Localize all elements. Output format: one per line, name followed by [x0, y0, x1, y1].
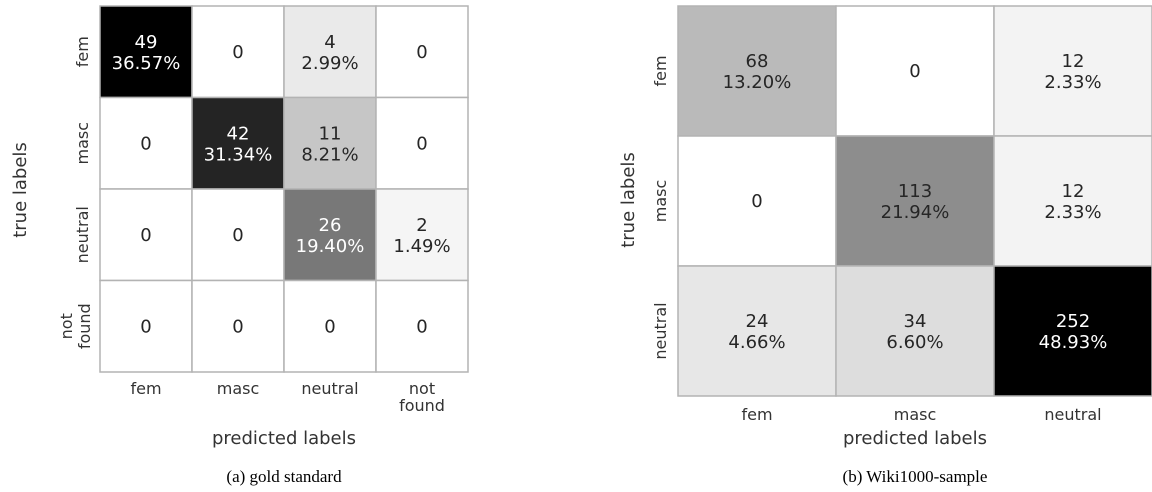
figure-caption: (b) Wiki1000-sample	[843, 467, 988, 486]
cell-count-label: 252	[1056, 311, 1090, 332]
cell-count-label: 12	[1062, 51, 1085, 72]
cell-count-label: 0	[324, 316, 335, 337]
x-tick-label: masc	[894, 405, 937, 424]
cell-count-label: 2	[416, 215, 427, 236]
cell-percent-label: 8.21%	[301, 144, 358, 165]
heatmap-cell	[677, 265, 837, 397]
cell-count-label: 12	[1062, 181, 1085, 202]
heatmap-cell	[993, 265, 1152, 397]
y-tick-label: fem	[73, 36, 92, 67]
cell-count-label: 0	[416, 42, 427, 63]
figure-caption: (a) gold standard	[226, 467, 342, 486]
heatmap-cell	[191, 188, 285, 282]
y-tick-label: neutral	[73, 206, 92, 263]
x-axis-label: predicted labels	[843, 428, 987, 449]
cell-count-label: 0	[751, 191, 762, 212]
cell-count-label: 113	[898, 181, 932, 202]
cell-count-label: 34	[904, 311, 927, 332]
cell-percent-label: 13.20%	[723, 72, 792, 93]
y-axis-label: true labels	[618, 152, 639, 248]
cell-count-label: 0	[232, 316, 243, 337]
cell-percent-label: 6.60%	[886, 332, 943, 353]
x-tick-label: fem	[741, 405, 772, 424]
cell-percent-label: 36.57%	[112, 53, 181, 74]
heatmap-cell	[993, 5, 1152, 137]
cell-count-label: 0	[140, 133, 151, 154]
heatmap-cell	[99, 5, 193, 99]
heatmap-cell	[375, 96, 469, 190]
heatmap-cell	[191, 279, 285, 373]
y-tick-label: masc	[73, 122, 92, 165]
cell-count-label: 0	[416, 133, 427, 154]
cell-count-label: 0	[909, 61, 920, 82]
cell-count-label: 0	[140, 225, 151, 246]
cell-percent-label: 2.33%	[1044, 72, 1101, 93]
cell-percent-label: 4.66%	[728, 332, 785, 353]
cell-count-label: 11	[319, 123, 342, 144]
heatmap-cell	[283, 5, 377, 99]
heatmap-cell	[835, 5, 995, 137]
heatmap-cell	[191, 5, 285, 99]
y-tick-label: masc	[651, 180, 670, 223]
heatmap-cell	[375, 5, 469, 99]
cell-percent-label: 2.99%	[301, 53, 358, 74]
heatmap-cell	[993, 135, 1152, 267]
cell-count-label: 42	[227, 123, 250, 144]
cell-percent-label: 2.33%	[1044, 202, 1101, 223]
cell-count-label: 0	[140, 316, 151, 337]
cell-count-label: 26	[319, 215, 342, 236]
heatmap-cell	[375, 188, 469, 282]
cell-percent-label: 48.93%	[1039, 332, 1108, 353]
y-tick-label: fem	[651, 55, 670, 86]
x-tick-label: neutral	[1044, 405, 1101, 424]
heatmap-cell	[677, 5, 837, 137]
x-tick-label: masc	[217, 379, 260, 398]
heatmap-cell	[191, 96, 285, 190]
x-tick-label: not found	[399, 379, 445, 415]
cell-count-label: 4	[324, 32, 335, 53]
cell-count-label: 0	[232, 225, 243, 246]
cell-count-label: 24	[746, 311, 769, 332]
heatmap-cell	[375, 279, 469, 373]
y-axis-label: true labels	[10, 142, 31, 238]
x-tick-label: neutral	[301, 379, 358, 398]
x-axis-label: predicted labels	[212, 428, 356, 449]
heatmap-cell	[677, 135, 837, 267]
cell-percent-label: 31.34%	[204, 144, 273, 165]
heatmap-cell	[835, 135, 995, 267]
cell-percent-label: 1.49%	[393, 236, 450, 257]
x-tick-label: fem	[130, 379, 161, 398]
cell-percent-label: 19.40%	[296, 236, 365, 257]
y-tick-label: notfound	[57, 303, 94, 349]
heatmap-cell	[99, 279, 193, 373]
cell-count-label: 0	[416, 316, 427, 337]
cell-count-label: 49	[135, 32, 158, 53]
cell-percent-label: 21.94%	[881, 202, 950, 223]
cell-count-label: 68	[746, 51, 769, 72]
cell-count-label: 0	[232, 42, 243, 63]
heatmap-cell	[835, 265, 995, 397]
y-tick-label: neutral	[651, 302, 670, 359]
